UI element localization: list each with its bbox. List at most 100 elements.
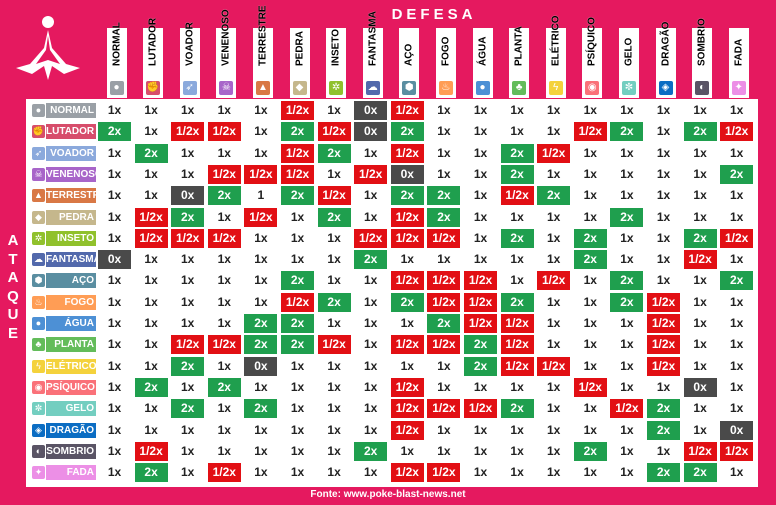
attack-header-poison: ☠VENENOSO [30,165,96,183]
matchup-cell: 1x [583,273,597,288]
matchup-cell: 1x [400,358,414,373]
matchup-cell: 2x [281,122,314,142]
matchup-cell: 1x [290,209,305,224]
matchup-cell: 1x [107,401,122,416]
matchup-cell: 2x [354,441,388,461]
matchup-cell: 1/2x [281,164,314,184]
matchup-cell: 1x [730,358,744,373]
matchup-cell: 1/2x [171,228,205,248]
matchup-cell: 1x [656,209,671,224]
matchup-cell: 2x [427,207,461,227]
matchup-cell: 1x [620,379,634,394]
matchup-cell: 2x [171,207,205,227]
bug-icon: ✲ [329,81,344,95]
fist-icon: ✊ [32,125,45,139]
matchup-cell: 1x [327,252,341,267]
matchup-cell: 1x [400,443,414,458]
matchup-cell: 1x [473,103,488,117]
attack-type-label: FANTASMA [46,252,96,268]
matchup-cell: 2x [171,356,205,376]
defense-type-label: ÁGUA [477,36,488,66]
matchup-cell: 1x [107,145,122,160]
matchup-cell: 1x [290,443,305,458]
matchup-cell: 2x [281,186,314,206]
matchup-cell: 1x [730,379,744,394]
matchup-cell: 1x [364,188,378,203]
matchup-cell: 1x [107,422,122,437]
matchup-cell: 1x [254,230,268,245]
matchup-cell: 1x [144,252,158,267]
matchup-cell: 1/2x [464,292,497,312]
attack-type-label: LUTADOR [46,124,96,140]
defense-header-fairy: FADA ✦ [728,28,749,98]
attack-type-label: PSÍQUICO [46,379,96,395]
attack-letter: Q [7,287,19,305]
matchup-cell: 1x [693,166,707,181]
matchup-cell: 1/2x [573,377,607,397]
matchup-cell: 1x [583,145,597,160]
matchup-cell: 1x [217,273,231,288]
matchup-cell: 1x [144,124,158,139]
matchup-cell: 1x [510,209,524,224]
matchup-cell: 1/2x [390,377,424,397]
matchup-cell: 1x [144,358,158,373]
attack-type-label: FOGO [46,294,96,310]
matchup-cell: 1x [107,230,122,245]
matchup-cell: 1/2x [244,164,278,184]
poison-icon: ☠ [219,81,234,95]
matchup-cell: 1x [473,145,488,160]
matchup-cell: 1x [327,230,341,245]
matchup-cell: 1x [181,273,195,288]
matchup-cell: 1/2x [720,441,754,461]
matchup-cell: 1x [547,443,561,458]
matchup-cell: 1/2x [573,122,607,142]
matchup-cell: 1x [510,465,524,480]
defense-type-label: FANTASMA [367,11,379,66]
matchup-cell: 1x [400,252,414,267]
matchup-cell: 1x [364,145,378,160]
matchup-cell: 1x [473,379,488,394]
matchup-cell: 2x [500,143,534,163]
matchup-cell: 2x [573,441,607,461]
defense-type-label: FOGO [440,36,452,66]
matchup-cell: 2x [281,271,314,291]
fist-icon: ✊ [146,81,161,95]
matchup-cell: 2x [500,164,534,184]
matchup-cell: 2x [610,207,644,227]
matchup-cell: 1x [181,422,195,437]
matchup-cell: 1x [583,401,597,416]
matchup-cell: 1x [254,273,268,288]
matchup-cell: 2x [317,292,351,312]
matchup-cell: 1x [510,103,524,117]
attack-header-rock: ◆ PEDRA [30,208,96,226]
matchup-cell: 2x [500,292,534,312]
attack-type-label: SOMBRIO [46,443,96,459]
matchup-cell: 0x [354,122,388,142]
matchup-cell: 1x [181,465,195,480]
defense-header-leaf: PLANTA ♣ [509,26,530,98]
matchup-cell: 1x [620,337,634,352]
matchup-cell: 1x [181,443,195,458]
matchup-cell: 1x [437,379,451,394]
matchup-cell: 1x [583,294,597,309]
matchup-cell: 1x [364,273,378,288]
matchup-cell: 1x [547,209,561,224]
matchup-cell: 1x [144,294,158,309]
matchup-cell: 1x [730,188,744,203]
matchup-cell: 2x [134,463,168,483]
steel-icon: ⬢ [402,81,417,95]
matchup-cell: 0x [390,164,424,184]
matchup-cell: 1/2x [171,122,205,142]
matchup-cell: 2x [683,228,717,248]
defense-header-psychic: PSÍQUICO ◉ [582,17,603,98]
matchup-cell: 2x [537,186,571,206]
matchup-cell: 1x [107,379,122,394]
matchup-cell: 1x [510,379,524,394]
attack-letter: T [8,250,18,268]
matchup-cell: 1x [364,422,378,437]
matchup-cell: 1/2x [390,271,424,291]
matchup-cell: 1/2x [390,399,424,419]
matchup-cell: 1x [656,145,671,160]
attack-letter: A [7,269,19,286]
